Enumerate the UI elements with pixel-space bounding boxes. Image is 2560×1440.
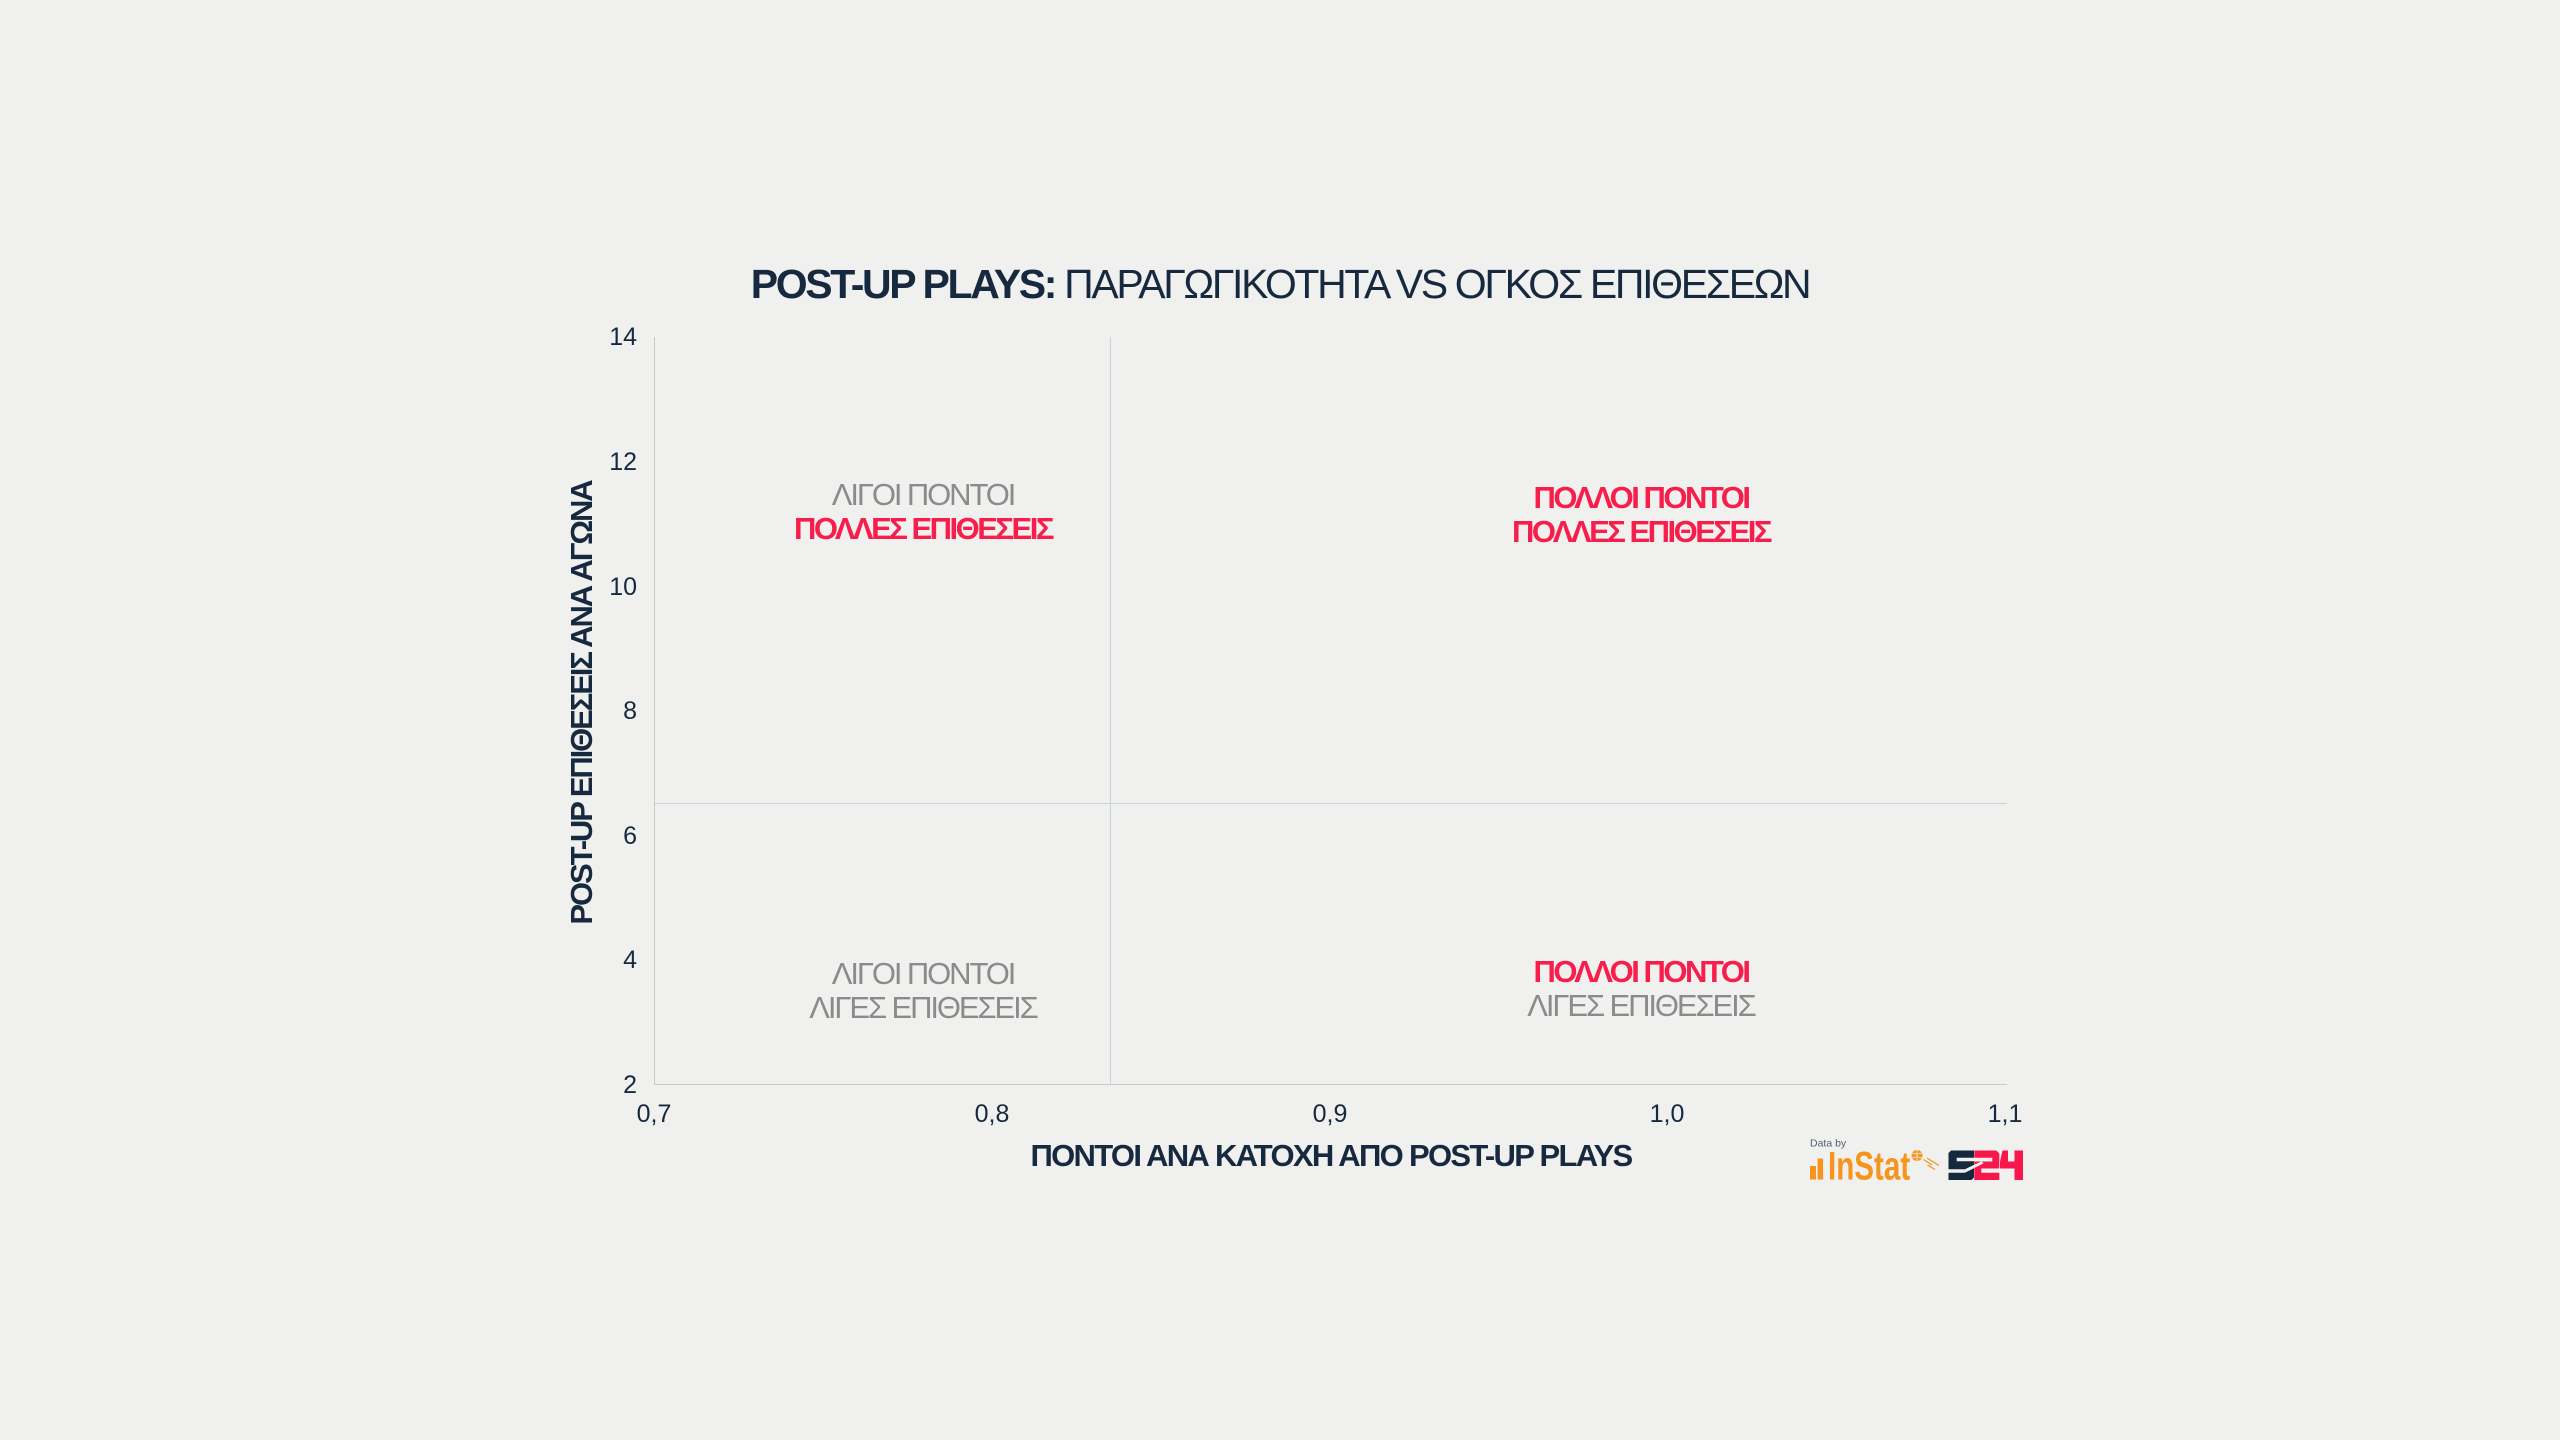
- svg-text:Data by: Data by: [1810, 1138, 1847, 1150]
- svg-text:InStat: InStat: [1828, 1144, 1910, 1188]
